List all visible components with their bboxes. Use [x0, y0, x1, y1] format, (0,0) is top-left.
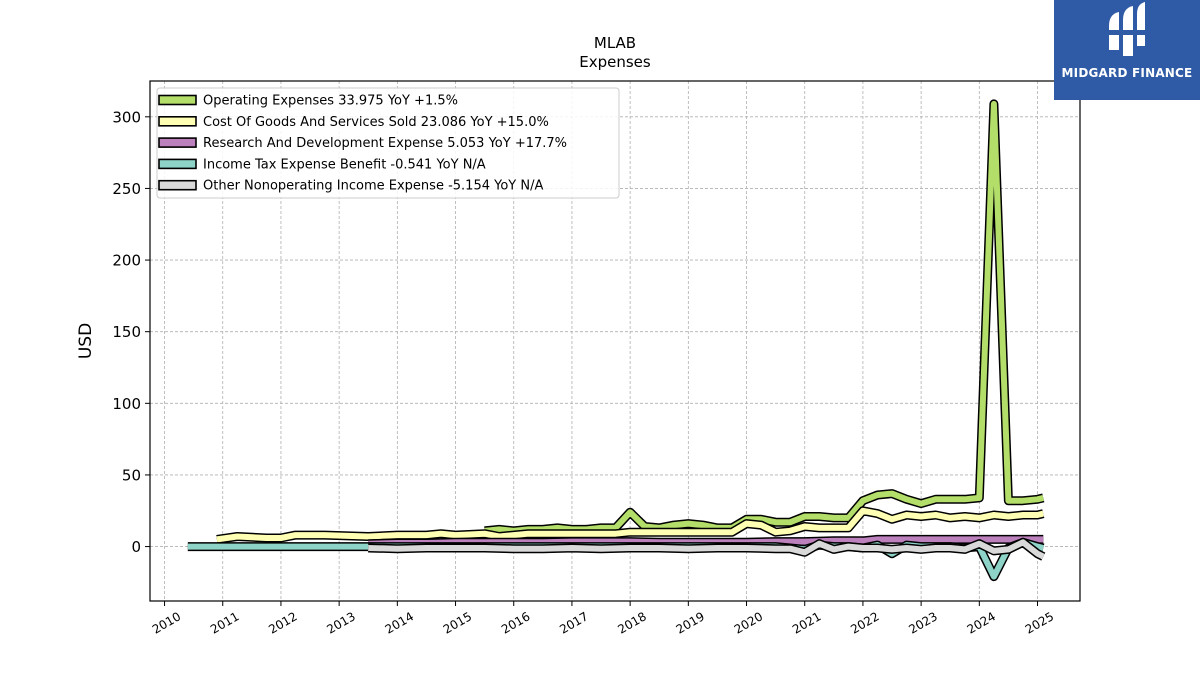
x-tick-label: 2013 [324, 609, 357, 636]
legend-swatch [158, 116, 197, 127]
legend-entry: Income Tax Expense Benefit -0.541 YoY N/… [203, 157, 486, 172]
legend-swatch [158, 137, 197, 148]
legend-entry: Other Nonoperating Income Expense -5.154… [203, 179, 543, 194]
series-lines [187, 99, 1046, 582]
x-tick-label: 2025 [1023, 609, 1056, 636]
y-tick-label: 150 [112, 323, 141, 341]
legend-box [156, 87, 620, 199]
x-tick-label: 2018 [615, 609, 648, 636]
brand-logo: MIDGARD FINANCE [1054, 0, 1200, 100]
y-tick-label: 0 [131, 538, 141, 556]
x-tick-label: 2020 [732, 609, 765, 636]
series-line [368, 539, 1045, 560]
x-tick-label: 2016 [499, 609, 532, 636]
legend-entry: Operating Expenses 33.975 YoY +1.5% [203, 94, 458, 109]
x-tick-label: 2010 [150, 609, 183, 636]
x-tick-label: 2015 [441, 609, 474, 636]
x-tick-label: 2021 [790, 609, 823, 636]
legend-entry: Cost Of Goods And Services Sold 23.086 Y… [203, 115, 549, 130]
x-tick-label: 2012 [266, 609, 299, 636]
y-tick-label: 300 [112, 108, 141, 126]
x-tick-label: 2017 [557, 609, 590, 636]
y-tick-label: 250 [112, 180, 141, 198]
x-tick-label: 2024 [965, 609, 998, 636]
plot-frame [149, 80, 1081, 602]
y-tick-label: 100 [112, 395, 141, 413]
x-tick-label: 2022 [848, 609, 881, 636]
series-line [216, 507, 1045, 543]
y-axis-label: USD [76, 323, 96, 359]
legend-entry: Research And Development Expense 5.053 Y… [203, 136, 567, 151]
x-tick-label: 2011 [208, 609, 241, 636]
y-tick-label: 50 [122, 466, 141, 484]
legend-swatch [158, 158, 197, 170]
legend-swatch [158, 94, 197, 106]
logo-mark-icon [1107, 2, 1147, 56]
legend: Operating Expenses 33.975 YoY +1.5% Cost … [156, 87, 620, 199]
x-tick-label: 2019 [674, 609, 707, 636]
chart-subtitle: Expenses [579, 53, 651, 71]
y-tick-label: 200 [112, 252, 141, 270]
brand-name: MIDGARD FINANCE [1061, 66, 1193, 80]
legend-swatch [158, 179, 197, 191]
chart-title: MLAB [594, 34, 636, 52]
x-tick-label: 2023 [906, 609, 939, 636]
x-tick-label: 2014 [383, 609, 416, 636]
